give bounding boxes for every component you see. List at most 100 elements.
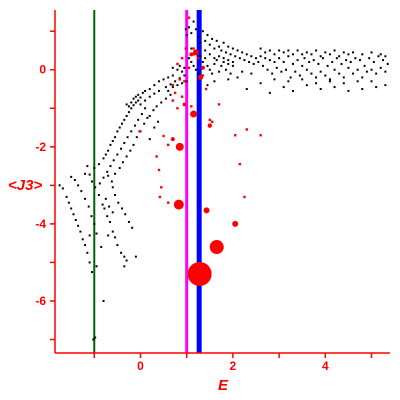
x-tick-labels: 0 2 4 <box>137 359 329 373</box>
black-point <box>58 184 61 187</box>
red-point <box>259 134 262 137</box>
black-point <box>333 68 336 71</box>
black-point <box>301 64 304 67</box>
black-point <box>65 195 68 198</box>
black-point <box>137 118 140 121</box>
black-point <box>155 105 158 108</box>
red-bubble <box>175 142 184 151</box>
black-point <box>328 78 331 81</box>
black-point <box>88 261 91 264</box>
black-point <box>184 28 187 31</box>
black-point <box>220 49 223 52</box>
black-point <box>213 57 216 60</box>
black-point <box>103 207 106 210</box>
black-point <box>347 53 350 56</box>
black-point <box>111 140 114 143</box>
black-point <box>333 49 336 52</box>
black-point <box>90 180 93 183</box>
black-point <box>143 122 146 125</box>
black-point <box>97 163 100 166</box>
red-point <box>192 53 195 56</box>
black-point <box>361 76 364 79</box>
black-point <box>273 53 276 56</box>
black-point <box>109 165 112 168</box>
black-point <box>365 70 368 73</box>
black-point <box>169 93 172 96</box>
black-point <box>231 61 234 64</box>
black-point <box>208 43 211 46</box>
black-point <box>116 130 119 133</box>
black-point <box>384 84 387 87</box>
black-point <box>287 80 290 83</box>
black-point <box>264 57 267 60</box>
black-point <box>125 155 128 158</box>
black-point <box>167 76 170 79</box>
black-point <box>303 57 306 60</box>
black-point <box>181 82 184 85</box>
black-point <box>227 45 230 48</box>
red-point <box>180 95 184 98</box>
black-point <box>93 167 96 170</box>
black-point <box>118 126 121 129</box>
black-point <box>192 20 195 23</box>
red-bubble <box>190 110 198 118</box>
black-point <box>130 101 133 104</box>
black-point <box>208 68 211 71</box>
black-point <box>291 62 294 65</box>
red-bubble <box>209 240 224 255</box>
red-point <box>160 186 163 189</box>
black-point <box>243 59 246 62</box>
black-point <box>236 76 239 79</box>
black-point <box>222 57 225 60</box>
black-point <box>141 91 144 94</box>
black-point <box>213 62 216 65</box>
black-point <box>340 62 343 65</box>
black-point <box>123 255 126 258</box>
black-point <box>114 236 117 239</box>
black-point <box>121 161 124 164</box>
black-point <box>183 66 186 69</box>
black-point <box>101 203 104 206</box>
black-point <box>167 89 170 92</box>
black-point <box>70 175 73 178</box>
black-point <box>213 80 216 83</box>
black-point <box>319 88 322 91</box>
black-point <box>88 173 91 176</box>
black-point <box>379 66 382 69</box>
black-point <box>88 234 91 237</box>
black-point <box>324 51 327 54</box>
black-point <box>174 80 177 83</box>
black-point <box>319 70 322 73</box>
black-point <box>347 66 350 69</box>
black-point <box>345 59 348 62</box>
black-point <box>127 105 130 108</box>
black-point <box>171 74 174 77</box>
black-point <box>310 53 313 56</box>
black-point <box>342 76 345 79</box>
black-point <box>322 57 324 60</box>
black-point <box>110 180 113 183</box>
black-point <box>127 220 130 223</box>
red-point <box>210 120 214 123</box>
red-point <box>208 118 211 122</box>
red-point <box>158 195 162 199</box>
red-point <box>180 56 184 60</box>
black-point <box>111 186 114 189</box>
red-bubble <box>189 52 194 57</box>
black-point <box>222 61 225 64</box>
black-point <box>171 86 174 89</box>
black-point <box>112 159 115 162</box>
black-point <box>238 57 241 60</box>
black-point <box>169 83 172 86</box>
black-point <box>319 55 322 58</box>
black-point <box>194 28 197 31</box>
black-point <box>358 59 361 62</box>
black-point <box>67 201 70 204</box>
y-axis-label: <J3> <box>8 177 42 194</box>
red-point <box>184 47 187 50</box>
black-point <box>95 265 98 268</box>
black-point <box>120 147 123 150</box>
black-point <box>211 72 214 75</box>
black-point <box>139 103 142 106</box>
black-point <box>298 74 301 77</box>
